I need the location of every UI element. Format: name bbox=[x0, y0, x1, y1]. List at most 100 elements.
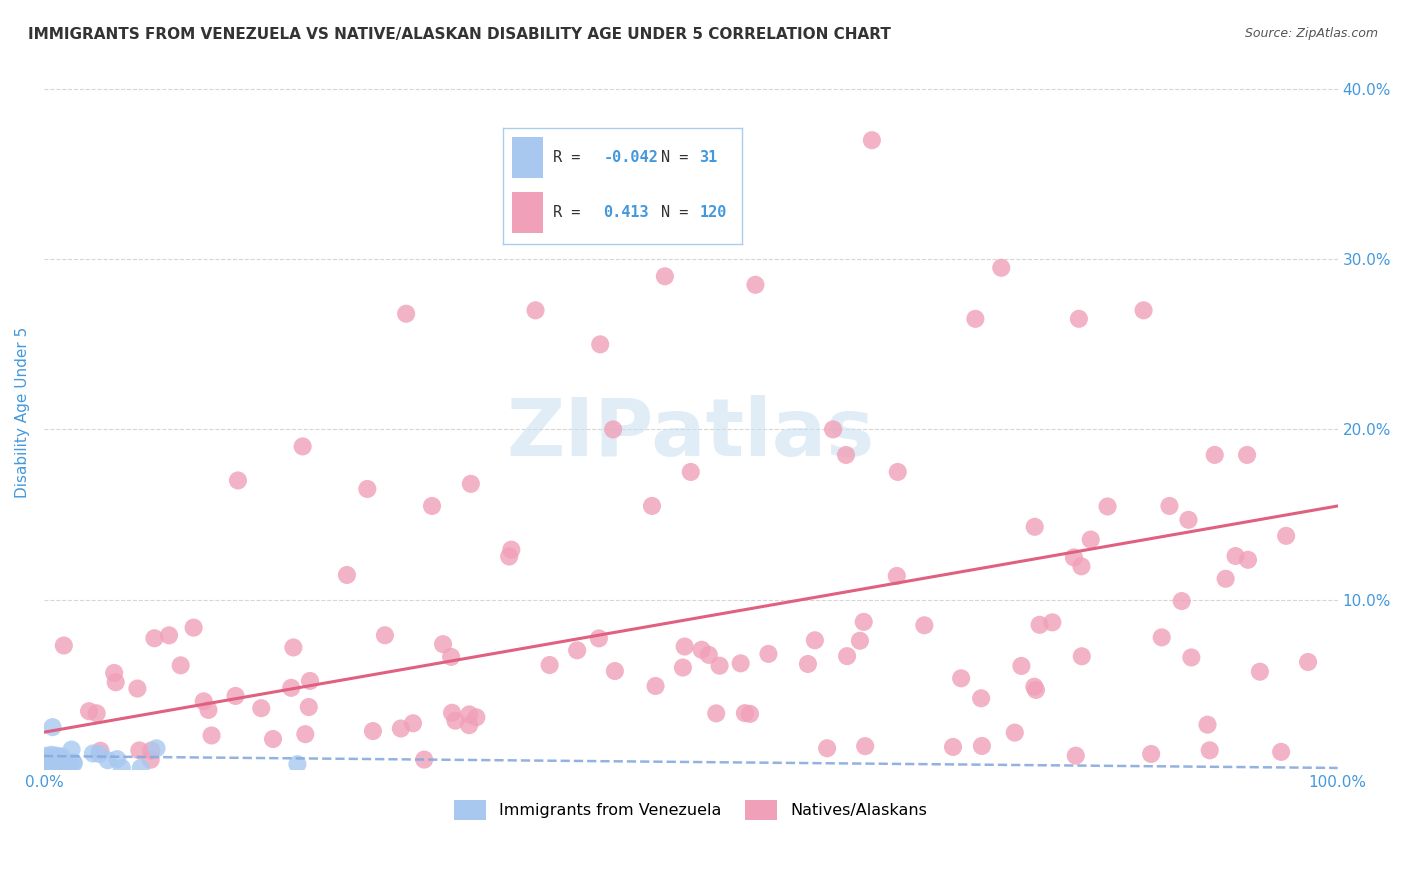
Point bbox=[139, 753, 162, 767]
Point bbox=[157, 628, 180, 642]
Point bbox=[1067, 311, 1090, 326]
Point bbox=[291, 439, 314, 453]
Text: ZIPatlas: ZIPatlas bbox=[506, 395, 875, 473]
Point bbox=[361, 724, 384, 739]
Point bbox=[887, 465, 910, 479]
Point bbox=[97, 753, 120, 767]
Point bbox=[105, 752, 128, 766]
Point bbox=[287, 757, 309, 772]
Point bbox=[654, 269, 676, 284]
Point bbox=[589, 337, 612, 351]
Point bbox=[501, 542, 523, 557]
Text: 120: 120 bbox=[699, 205, 727, 219]
Point bbox=[644, 679, 666, 693]
Point bbox=[538, 658, 561, 673]
Point bbox=[45, 761, 67, 775]
Point bbox=[1070, 559, 1092, 574]
Point bbox=[89, 747, 111, 761]
Point bbox=[440, 649, 463, 664]
Point bbox=[690, 642, 713, 657]
Bar bbox=[512, 137, 543, 178]
Point bbox=[336, 568, 359, 582]
Point bbox=[1204, 448, 1226, 462]
Point bbox=[60, 742, 83, 756]
Point bbox=[63, 756, 86, 771]
Point bbox=[283, 640, 305, 655]
Point bbox=[679, 465, 702, 479]
Point bbox=[815, 741, 838, 756]
Y-axis label: Disability Age Under 5: Disability Age Under 5 bbox=[15, 326, 30, 498]
Point bbox=[950, 671, 973, 685]
Point bbox=[460, 476, 482, 491]
Point bbox=[294, 727, 316, 741]
Point bbox=[697, 648, 720, 662]
Point bbox=[1070, 649, 1092, 664]
Point bbox=[395, 307, 418, 321]
Point bbox=[224, 689, 246, 703]
Point bbox=[1080, 533, 1102, 547]
Text: 0.413: 0.413 bbox=[603, 205, 650, 219]
Point bbox=[420, 499, 443, 513]
Point bbox=[1040, 615, 1063, 630]
Point bbox=[1159, 499, 1181, 513]
Point bbox=[970, 691, 993, 706]
Point bbox=[298, 700, 321, 714]
Point bbox=[1215, 572, 1237, 586]
Point bbox=[588, 632, 610, 646]
Point bbox=[58, 756, 80, 771]
Point bbox=[1177, 513, 1199, 527]
Point bbox=[1180, 650, 1202, 665]
Point bbox=[37, 756, 59, 770]
Point bbox=[679, 201, 702, 215]
Point bbox=[603, 664, 626, 678]
Point bbox=[444, 714, 467, 728]
Point bbox=[672, 660, 695, 674]
Text: IMMIGRANTS FROM VENEZUELA VS NATIVE/ALASKAN DISABILITY AGE UNDER 5 CORRELATION C: IMMIGRANTS FROM VENEZUELA VS NATIVE/ALAS… bbox=[28, 27, 891, 42]
Point bbox=[1010, 659, 1032, 673]
Text: R =: R = bbox=[553, 205, 581, 219]
Point bbox=[39, 761, 62, 775]
Point bbox=[143, 632, 166, 646]
Point bbox=[673, 640, 696, 654]
Point bbox=[1296, 655, 1319, 669]
Point bbox=[965, 311, 987, 326]
Point bbox=[52, 639, 75, 653]
Point bbox=[852, 615, 875, 629]
Point bbox=[45, 748, 67, 763]
Point bbox=[860, 133, 883, 147]
Point bbox=[226, 474, 249, 488]
Point bbox=[835, 649, 858, 664]
Text: N =: N = bbox=[661, 150, 689, 165]
Point bbox=[298, 673, 321, 688]
Point bbox=[1275, 529, 1298, 543]
Point bbox=[1140, 747, 1163, 761]
Point bbox=[912, 618, 935, 632]
Point bbox=[1024, 680, 1046, 694]
Point bbox=[1270, 745, 1292, 759]
Point bbox=[1237, 553, 1260, 567]
Point bbox=[849, 633, 872, 648]
Point bbox=[46, 756, 69, 770]
Point bbox=[37, 755, 59, 769]
Point bbox=[46, 761, 69, 775]
Point bbox=[730, 657, 752, 671]
Point bbox=[1197, 717, 1219, 731]
Point bbox=[1097, 500, 1119, 514]
Point bbox=[82, 747, 104, 761]
Point bbox=[970, 739, 993, 753]
Point bbox=[86, 706, 108, 721]
Point bbox=[111, 761, 134, 775]
Point bbox=[758, 647, 780, 661]
Point bbox=[498, 549, 520, 564]
Point bbox=[432, 637, 454, 651]
Point bbox=[1249, 665, 1271, 679]
Point bbox=[441, 706, 464, 720]
Point bbox=[1028, 617, 1050, 632]
Point bbox=[990, 260, 1012, 275]
Point bbox=[127, 681, 149, 696]
Point bbox=[1150, 631, 1173, 645]
Point bbox=[51, 760, 73, 774]
Point bbox=[1064, 748, 1087, 763]
Point bbox=[1132, 303, 1154, 318]
Point bbox=[56, 758, 79, 772]
